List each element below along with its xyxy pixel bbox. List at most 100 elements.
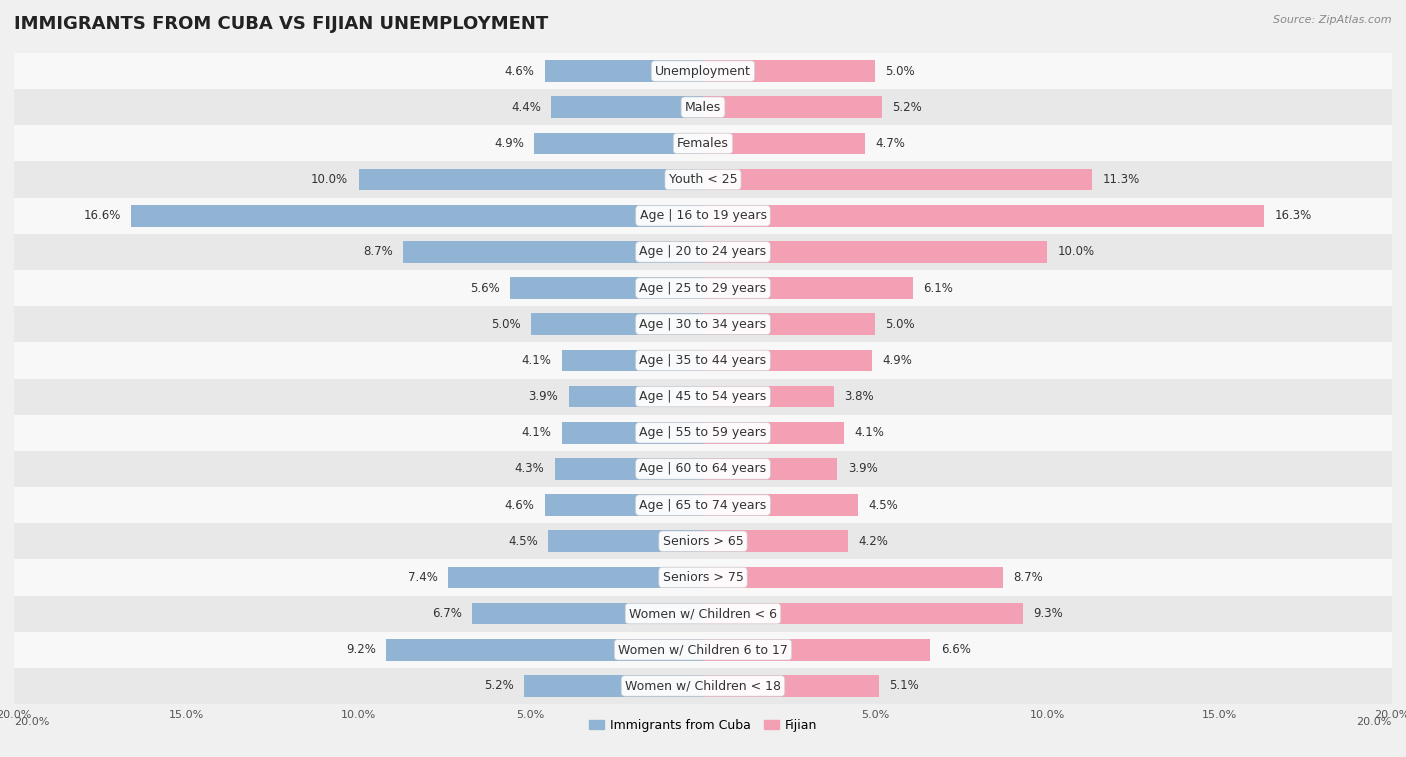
Bar xyxy=(131,205,703,226)
Bar xyxy=(703,458,838,480)
Bar xyxy=(14,559,1392,596)
Bar xyxy=(703,169,1092,191)
Text: 6.6%: 6.6% xyxy=(941,643,970,656)
Text: 6.1%: 6.1% xyxy=(924,282,953,294)
Bar xyxy=(703,386,834,407)
Text: 5.6%: 5.6% xyxy=(470,282,499,294)
Bar xyxy=(404,241,703,263)
Text: 4.5%: 4.5% xyxy=(869,499,898,512)
Bar xyxy=(449,566,703,588)
Bar xyxy=(14,668,1392,704)
Bar xyxy=(703,494,858,516)
Bar xyxy=(551,96,703,118)
Text: Females: Females xyxy=(678,137,728,150)
Bar xyxy=(14,89,1392,126)
Text: 5.0%: 5.0% xyxy=(886,64,915,77)
Bar xyxy=(359,169,703,191)
Bar xyxy=(555,458,703,480)
Text: 6.7%: 6.7% xyxy=(432,607,461,620)
Bar xyxy=(548,531,703,552)
Bar xyxy=(14,234,1392,270)
Text: 4.9%: 4.9% xyxy=(882,354,912,367)
Text: 8.7%: 8.7% xyxy=(1012,571,1043,584)
Text: 5.2%: 5.2% xyxy=(484,680,513,693)
Bar xyxy=(562,350,703,371)
Text: 4.3%: 4.3% xyxy=(515,463,544,475)
Text: IMMIGRANTS FROM CUBA VS FIJIAN UNEMPLOYMENT: IMMIGRANTS FROM CUBA VS FIJIAN UNEMPLOYM… xyxy=(14,15,548,33)
Bar xyxy=(14,126,1392,161)
Text: 20.0%: 20.0% xyxy=(14,717,49,727)
Text: 4.1%: 4.1% xyxy=(855,426,884,439)
Text: Age | 65 to 74 years: Age | 65 to 74 years xyxy=(640,499,766,512)
Bar xyxy=(14,596,1392,631)
Bar xyxy=(703,531,848,552)
Bar xyxy=(14,342,1392,378)
Bar xyxy=(14,523,1392,559)
Text: 9.2%: 9.2% xyxy=(346,643,375,656)
Text: 7.4%: 7.4% xyxy=(408,571,437,584)
Text: Women w/ Children < 18: Women w/ Children < 18 xyxy=(626,680,780,693)
Text: Age | 35 to 44 years: Age | 35 to 44 years xyxy=(640,354,766,367)
Text: Age | 30 to 34 years: Age | 30 to 34 years xyxy=(640,318,766,331)
Text: Age | 25 to 29 years: Age | 25 to 29 years xyxy=(640,282,766,294)
Bar xyxy=(524,675,703,696)
Text: 5.1%: 5.1% xyxy=(889,680,918,693)
Text: Unemployment: Unemployment xyxy=(655,64,751,77)
Text: 4.6%: 4.6% xyxy=(505,499,534,512)
Text: 4.4%: 4.4% xyxy=(512,101,541,114)
Text: 20.0%: 20.0% xyxy=(1357,717,1392,727)
Bar xyxy=(703,350,872,371)
Text: Age | 60 to 64 years: Age | 60 to 64 years xyxy=(640,463,766,475)
Text: Women w/ Children 6 to 17: Women w/ Children 6 to 17 xyxy=(619,643,787,656)
Bar xyxy=(14,270,1392,306)
Bar xyxy=(14,198,1392,234)
Bar xyxy=(703,205,1264,226)
Bar xyxy=(544,61,703,82)
Text: 8.7%: 8.7% xyxy=(363,245,392,258)
Bar xyxy=(703,96,882,118)
Bar xyxy=(562,422,703,444)
Bar xyxy=(703,61,875,82)
Bar xyxy=(14,378,1392,415)
Bar xyxy=(703,639,931,661)
Text: Males: Males xyxy=(685,101,721,114)
Bar xyxy=(14,161,1392,198)
Legend: Immigrants from Cuba, Fijian: Immigrants from Cuba, Fijian xyxy=(583,714,823,737)
Bar xyxy=(703,422,844,444)
Text: 16.6%: 16.6% xyxy=(83,209,121,223)
Text: Age | 45 to 54 years: Age | 45 to 54 years xyxy=(640,390,766,403)
Bar xyxy=(14,487,1392,523)
Text: 4.7%: 4.7% xyxy=(875,137,905,150)
Bar xyxy=(14,415,1392,451)
Text: 3.8%: 3.8% xyxy=(844,390,875,403)
Text: Source: ZipAtlas.com: Source: ZipAtlas.com xyxy=(1274,15,1392,25)
Text: 4.1%: 4.1% xyxy=(522,426,551,439)
Text: Youth < 25: Youth < 25 xyxy=(669,173,737,186)
Bar xyxy=(544,494,703,516)
Text: 4.5%: 4.5% xyxy=(508,534,537,548)
Text: 4.9%: 4.9% xyxy=(494,137,524,150)
Bar xyxy=(14,451,1392,487)
Text: 4.1%: 4.1% xyxy=(522,354,551,367)
Text: Seniors > 75: Seniors > 75 xyxy=(662,571,744,584)
Bar xyxy=(568,386,703,407)
Text: 3.9%: 3.9% xyxy=(848,463,877,475)
Text: 4.6%: 4.6% xyxy=(505,64,534,77)
Text: 9.3%: 9.3% xyxy=(1033,607,1063,620)
Bar xyxy=(703,603,1024,625)
Bar xyxy=(14,631,1392,668)
Text: 5.0%: 5.0% xyxy=(491,318,520,331)
Bar xyxy=(14,53,1392,89)
Text: 16.3%: 16.3% xyxy=(1275,209,1312,223)
Bar xyxy=(703,132,865,154)
Bar xyxy=(703,675,879,696)
Text: Women w/ Children < 6: Women w/ Children < 6 xyxy=(628,607,778,620)
Text: 3.9%: 3.9% xyxy=(529,390,558,403)
Bar xyxy=(703,241,1047,263)
Bar xyxy=(387,639,703,661)
Bar xyxy=(534,132,703,154)
Bar xyxy=(472,603,703,625)
Text: Age | 55 to 59 years: Age | 55 to 59 years xyxy=(640,426,766,439)
Text: Seniors > 65: Seniors > 65 xyxy=(662,534,744,548)
Bar xyxy=(14,306,1392,342)
